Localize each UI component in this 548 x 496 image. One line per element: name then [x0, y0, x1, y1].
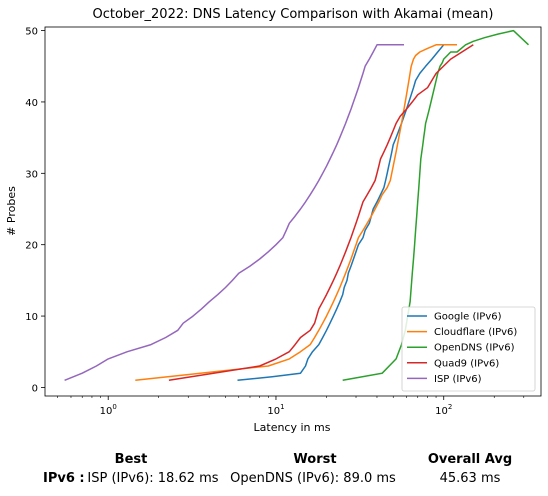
x-axis-label: Latency in ms: [254, 421, 331, 434]
series-line-isp-ipv6: [64, 44, 404, 381]
series-line-google-ipv6: [237, 44, 451, 382]
overall-avg-header: Overall Avg: [427, 452, 513, 467]
series-line-opendns-ipv6: [342, 29, 530, 382]
legend-label: OpenDNS (IPv6): [434, 343, 515, 354]
x-tick-label: 100: [100, 403, 117, 417]
legend-label: Quad9 (IPv6): [434, 358, 499, 369]
y-tick-label: 10: [25, 312, 38, 323]
y-axis-label: # Probes: [5, 186, 18, 236]
y-tick-label: 0: [32, 383, 38, 394]
legend-box: [401, 306, 536, 392]
legend-label: Google (IPv6): [434, 312, 502, 323]
y-tick-label: 40: [25, 98, 38, 109]
best-header: Best: [114, 452, 148, 467]
worst-value: OpenDNS (IPv6): 89.0 ms: [230, 471, 396, 486]
best-value: ISP (IPv6): 18.62 ms: [87, 471, 219, 486]
latency-chart: October_2022: DNS Latency Comparison wit…: [5, 7, 542, 434]
legend-label: Cloudflare (IPv6): [434, 327, 517, 338]
chart-title: October_2022: DNS Latency Comparison wit…: [93, 7, 494, 22]
legend: Google (IPv6) Cloudflare (IPv6) OpenDNS (I…: [401, 306, 536, 392]
legend-label: ISP (IPv6): [434, 374, 482, 385]
series-line-cloudflare-ipv6: [135, 44, 457, 382]
y-tick-label: 30: [25, 169, 38, 180]
series-line-quad9-ipv6: [168, 44, 474, 382]
worst-header: Worst: [293, 452, 337, 467]
x-tick-label: 102: [435, 403, 452, 417]
y-tick-label: 20: [25, 241, 38, 252]
ipv6-row-label: IPv6 :: [43, 471, 85, 486]
plot-frame: [44, 26, 542, 397]
summary-table: Best Worst Overall Avg IPv6 : ISP (IPv6)…: [0, 448, 548, 496]
overall-avg-value: 45.63 ms: [439, 471, 501, 486]
x-tick-label: 101: [267, 403, 284, 417]
y-tick-label: 50: [25, 27, 38, 38]
